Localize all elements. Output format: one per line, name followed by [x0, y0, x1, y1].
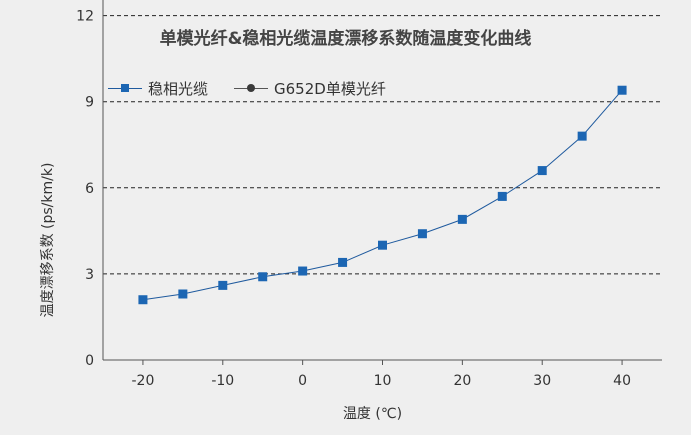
series-1-point-12	[617, 85, 627, 95]
series-1-point-11	[577, 131, 587, 141]
legend-item-series-1: 稳相光缆	[108, 78, 208, 99]
legend-item-series-2: G652D单模光纤	[234, 78, 386, 99]
series-1-point-5	[338, 257, 348, 267]
x-axis-label: 温度 (℃)	[343, 406, 402, 422]
legend-label-series-1: 稳相光缆	[148, 79, 209, 98]
series-line-1	[142, 89, 623, 301]
x-tick-label-1: -10	[211, 373, 234, 389]
series-1-point-6	[378, 240, 387, 250]
series-1-point-8	[457, 214, 467, 224]
legend: 稳相光缆 G652D单模光纤	[108, 78, 412, 98]
series-1-point-3	[258, 272, 268, 282]
series-1-point-10	[537, 166, 547, 176]
chart-title: 单模光纤&稳相光缆温度漂移系数随温度变化曲线	[159, 29, 532, 49]
series-1-point-9	[497, 191, 507, 201]
series-1-point-0	[138, 295, 148, 305]
y-tick-label-4: 12	[76, 9, 94, 25]
x-tick-label-4: 20	[453, 373, 471, 389]
legend-label-series-2: G652D单模光纤	[274, 79, 386, 98]
legend-swatch-square-icon	[108, 82, 142, 94]
y-tick-label-1: 3	[85, 267, 94, 283]
series-1-point-4	[298, 266, 308, 276]
x-tick-label-6: 40	[613, 373, 631, 389]
y-tick-label-3: 9	[85, 95, 94, 111]
series-1-point-2	[218, 280, 228, 290]
y-axis-label: 温度漂移系数 (ps/km/k)	[40, 163, 56, 318]
y-tick-label-2: 6	[85, 181, 94, 197]
series-1-point-1	[178, 289, 188, 299]
series-1-point-7	[417, 229, 427, 239]
y-tick-label-0: 0	[85, 353, 94, 369]
x-tick-label-5: 30	[533, 373, 551, 389]
x-tick-label-3: 10	[374, 373, 392, 389]
x-tick-label-2: 0	[298, 373, 307, 389]
x-tick-label-0: -20	[131, 373, 154, 389]
legend-swatch-circle-icon	[234, 82, 269, 94]
